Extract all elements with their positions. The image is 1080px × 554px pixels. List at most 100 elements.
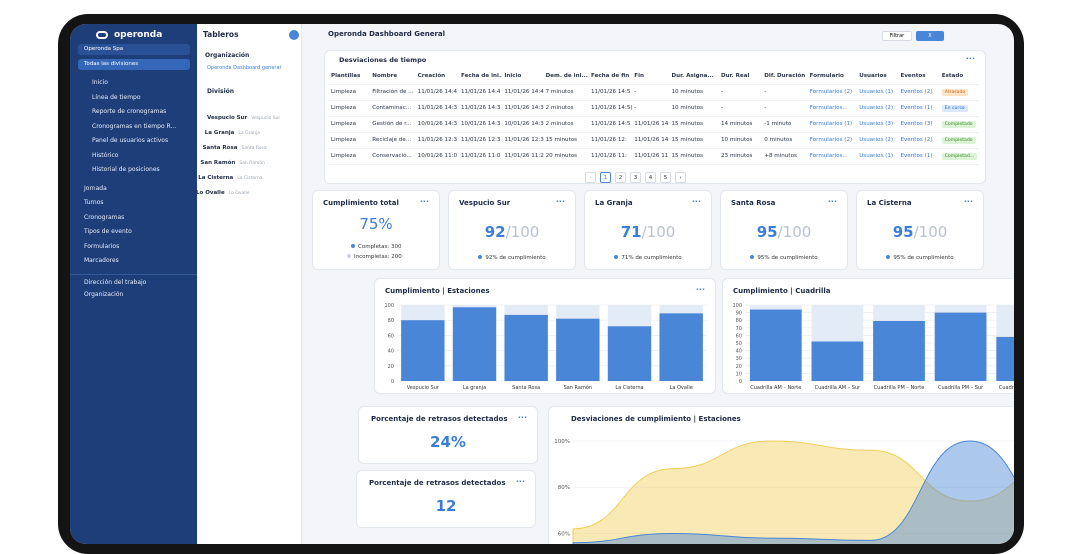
table-cell: - xyxy=(632,100,670,117)
delay-card: Porcentaje de retrasos detectados ··· 24% xyxy=(358,406,538,464)
y-tick-label: 60% xyxy=(558,531,570,537)
kpi-menu[interactable]: ··· xyxy=(827,197,837,206)
chart-menu[interactable]: ··· xyxy=(695,285,705,294)
link[interactable]: Formularios (2) xyxy=(809,137,853,143)
cell-text: - xyxy=(634,105,637,111)
nav-item[interactable]: Histórico xyxy=(92,151,119,159)
page-button[interactable]: 2 xyxy=(615,172,626,183)
x-tick-label: Cuadrilla PM – Norte xyxy=(874,385,925,391)
link[interactable]: Usuarios (2) xyxy=(859,137,894,143)
table-cell: Usuarios (1) xyxy=(857,84,899,101)
division-item[interactable]: Santa Rosa Santa Rosa xyxy=(203,134,267,153)
legend-text: Completas: 300 xyxy=(358,244,402,250)
page: operonda Operonda Spa Todas las divisiones… xyxy=(58,14,1024,554)
page-button[interactable]: 3 xyxy=(630,172,641,183)
link[interactable]: Formularios (1) xyxy=(809,121,853,127)
nav-item[interactable]: Cronogramas xyxy=(84,213,125,221)
nav-item[interactable]: Historial de posiciones xyxy=(92,166,160,173)
nav-item[interactable]: Jornada xyxy=(84,184,107,192)
table-row: Limpieza Filtración de ... 11/01/26 14:4 11… xyxy=(329,84,979,101)
table-cell: Limpieza xyxy=(329,148,371,165)
table-menu[interactable]: ··· xyxy=(965,54,975,63)
page-prev[interactable]: ‹ xyxy=(585,172,596,183)
kpi-card: Vespucio Sur ··· 92/100 92% de cumplimiento xyxy=(448,190,576,270)
kpi-menu[interactable]: ··· xyxy=(419,197,429,206)
link[interactable]: Formularios (2) xyxy=(809,89,853,95)
data-table: Plantillas Nombre Creación Fecha de ini... I… xyxy=(329,69,979,165)
table-cell: Formularios (2) xyxy=(807,84,858,101)
division-item[interactable]: La Granja La Granja xyxy=(205,119,260,138)
table-cell: 10/01/26 11:0 xyxy=(415,148,459,165)
table-cell: 11/01/26 14:3 xyxy=(415,100,459,117)
y-tick-label: 0 xyxy=(391,379,394,385)
nav-item[interactable]: Inicio xyxy=(92,79,108,86)
close-icon[interactable] xyxy=(289,30,299,40)
kpi-note: 95% de cumplimiento xyxy=(857,255,983,261)
bar xyxy=(401,320,445,381)
link[interactable]: Formularios... xyxy=(809,105,848,111)
cell-text: 11/01/26 14: xyxy=(634,137,670,143)
status-badge: Completado xyxy=(941,120,976,128)
link[interactable]: Usuarios (1) xyxy=(859,153,894,159)
table-cell: 11/01/26 14:5 xyxy=(588,116,633,133)
nav-item[interactable]: Tipos de evento xyxy=(84,228,132,235)
org-item[interactable]: Operonda Dashboard general xyxy=(207,65,281,71)
company-select[interactable]: Operonda Spa xyxy=(78,44,190,55)
link[interactable]: Usuarios (2) xyxy=(859,105,894,111)
page-button[interactable]: 5 xyxy=(660,172,671,183)
division-item[interactable]: Lo Ovalle Lo Ovalle xyxy=(196,179,250,198)
kpi-menu[interactable]: ··· xyxy=(963,197,973,206)
column-header: Fecha de fin xyxy=(588,69,633,85)
division-item[interactable]: La Cisterna La Cisterna xyxy=(198,164,262,183)
table-cell: Limpieza xyxy=(329,132,371,149)
link[interactable]: Eventos (3) xyxy=(900,121,933,127)
legend-dot xyxy=(614,255,619,259)
link[interactable]: Usuarios (1) xyxy=(859,89,894,95)
nav-item[interactable]: Organización xyxy=(84,291,124,298)
x-tick-label: Cuadrilla AM – Sur xyxy=(815,385,862,391)
link[interactable]: Formularios... xyxy=(809,153,848,159)
delay-title: Porcentaje de retrasos detectados xyxy=(371,415,508,423)
cell-text: 7 minutos xyxy=(545,89,574,95)
division-select[interactable]: Todas las divisiones xyxy=(78,59,190,70)
division-item[interactable]: Vespucio Sur Vespucio Sur xyxy=(207,104,280,123)
link[interactable]: Usuarios (3) xyxy=(859,121,894,127)
link[interactable]: Eventos (2) xyxy=(900,137,933,143)
table-cell: Eventos (2) xyxy=(898,84,940,101)
nav-item[interactable]: Línea de tiempo xyxy=(92,93,141,101)
division-item[interactable]: San Ramón San Ramón xyxy=(200,149,265,168)
bar xyxy=(556,318,600,381)
delay-menu[interactable]: ··· xyxy=(517,413,527,422)
filter-button[interactable]: Filtrar xyxy=(882,31,912,41)
nav-item[interactable]: Turnos xyxy=(84,199,104,206)
nav-item[interactable]: Reporte de cronogramas xyxy=(92,108,167,115)
link[interactable]: Eventos (1) xyxy=(900,153,933,159)
nav-item[interactable]: Dirección del trabajo xyxy=(70,273,197,289)
close-button[interactable]: X xyxy=(916,31,944,41)
cell-text: 11/01/26 14:5 xyxy=(590,89,631,95)
table-cell: 11/01/26 14: xyxy=(632,132,670,149)
page-next[interactable]: › xyxy=(675,172,686,183)
kpi-menu[interactable]: ··· xyxy=(691,197,701,206)
nav-item[interactable]: Panel de usuarios activos xyxy=(92,137,169,144)
cell-text: Limpieza xyxy=(331,121,357,127)
nav-item[interactable]: Cronogramas en tiempo R... xyxy=(92,122,177,130)
kpi-menu[interactable]: ··· xyxy=(555,197,565,206)
page-button[interactable]: 1 xyxy=(600,172,611,183)
y-tick-label: 60 xyxy=(736,333,742,339)
link[interactable]: Eventos (2) xyxy=(900,89,933,95)
table-row: Limpieza Contaminac... 11/01/26 14:3 11/01/… xyxy=(329,100,979,117)
table-cell: 15 minutos xyxy=(669,132,719,149)
delay-menu[interactable]: ··· xyxy=(515,477,525,486)
division-sub: Lo Ovalle xyxy=(228,191,250,196)
nav-item[interactable]: Formularios xyxy=(84,242,120,250)
y-tick-label: 70 xyxy=(736,326,742,332)
link[interactable]: Eventos (1) xyxy=(900,105,933,111)
x-tick-label: Santa Rosa xyxy=(512,385,540,391)
table-cell: -1 minuto xyxy=(762,116,808,133)
division-name: La Cisterna xyxy=(198,175,234,181)
nav-item[interactable]: Marcadores xyxy=(84,257,119,264)
page-button[interactable]: 4 xyxy=(645,172,656,183)
table-cell: 15 minutos xyxy=(669,148,719,165)
table-cell: 11/01/26 14:4 xyxy=(502,84,544,101)
